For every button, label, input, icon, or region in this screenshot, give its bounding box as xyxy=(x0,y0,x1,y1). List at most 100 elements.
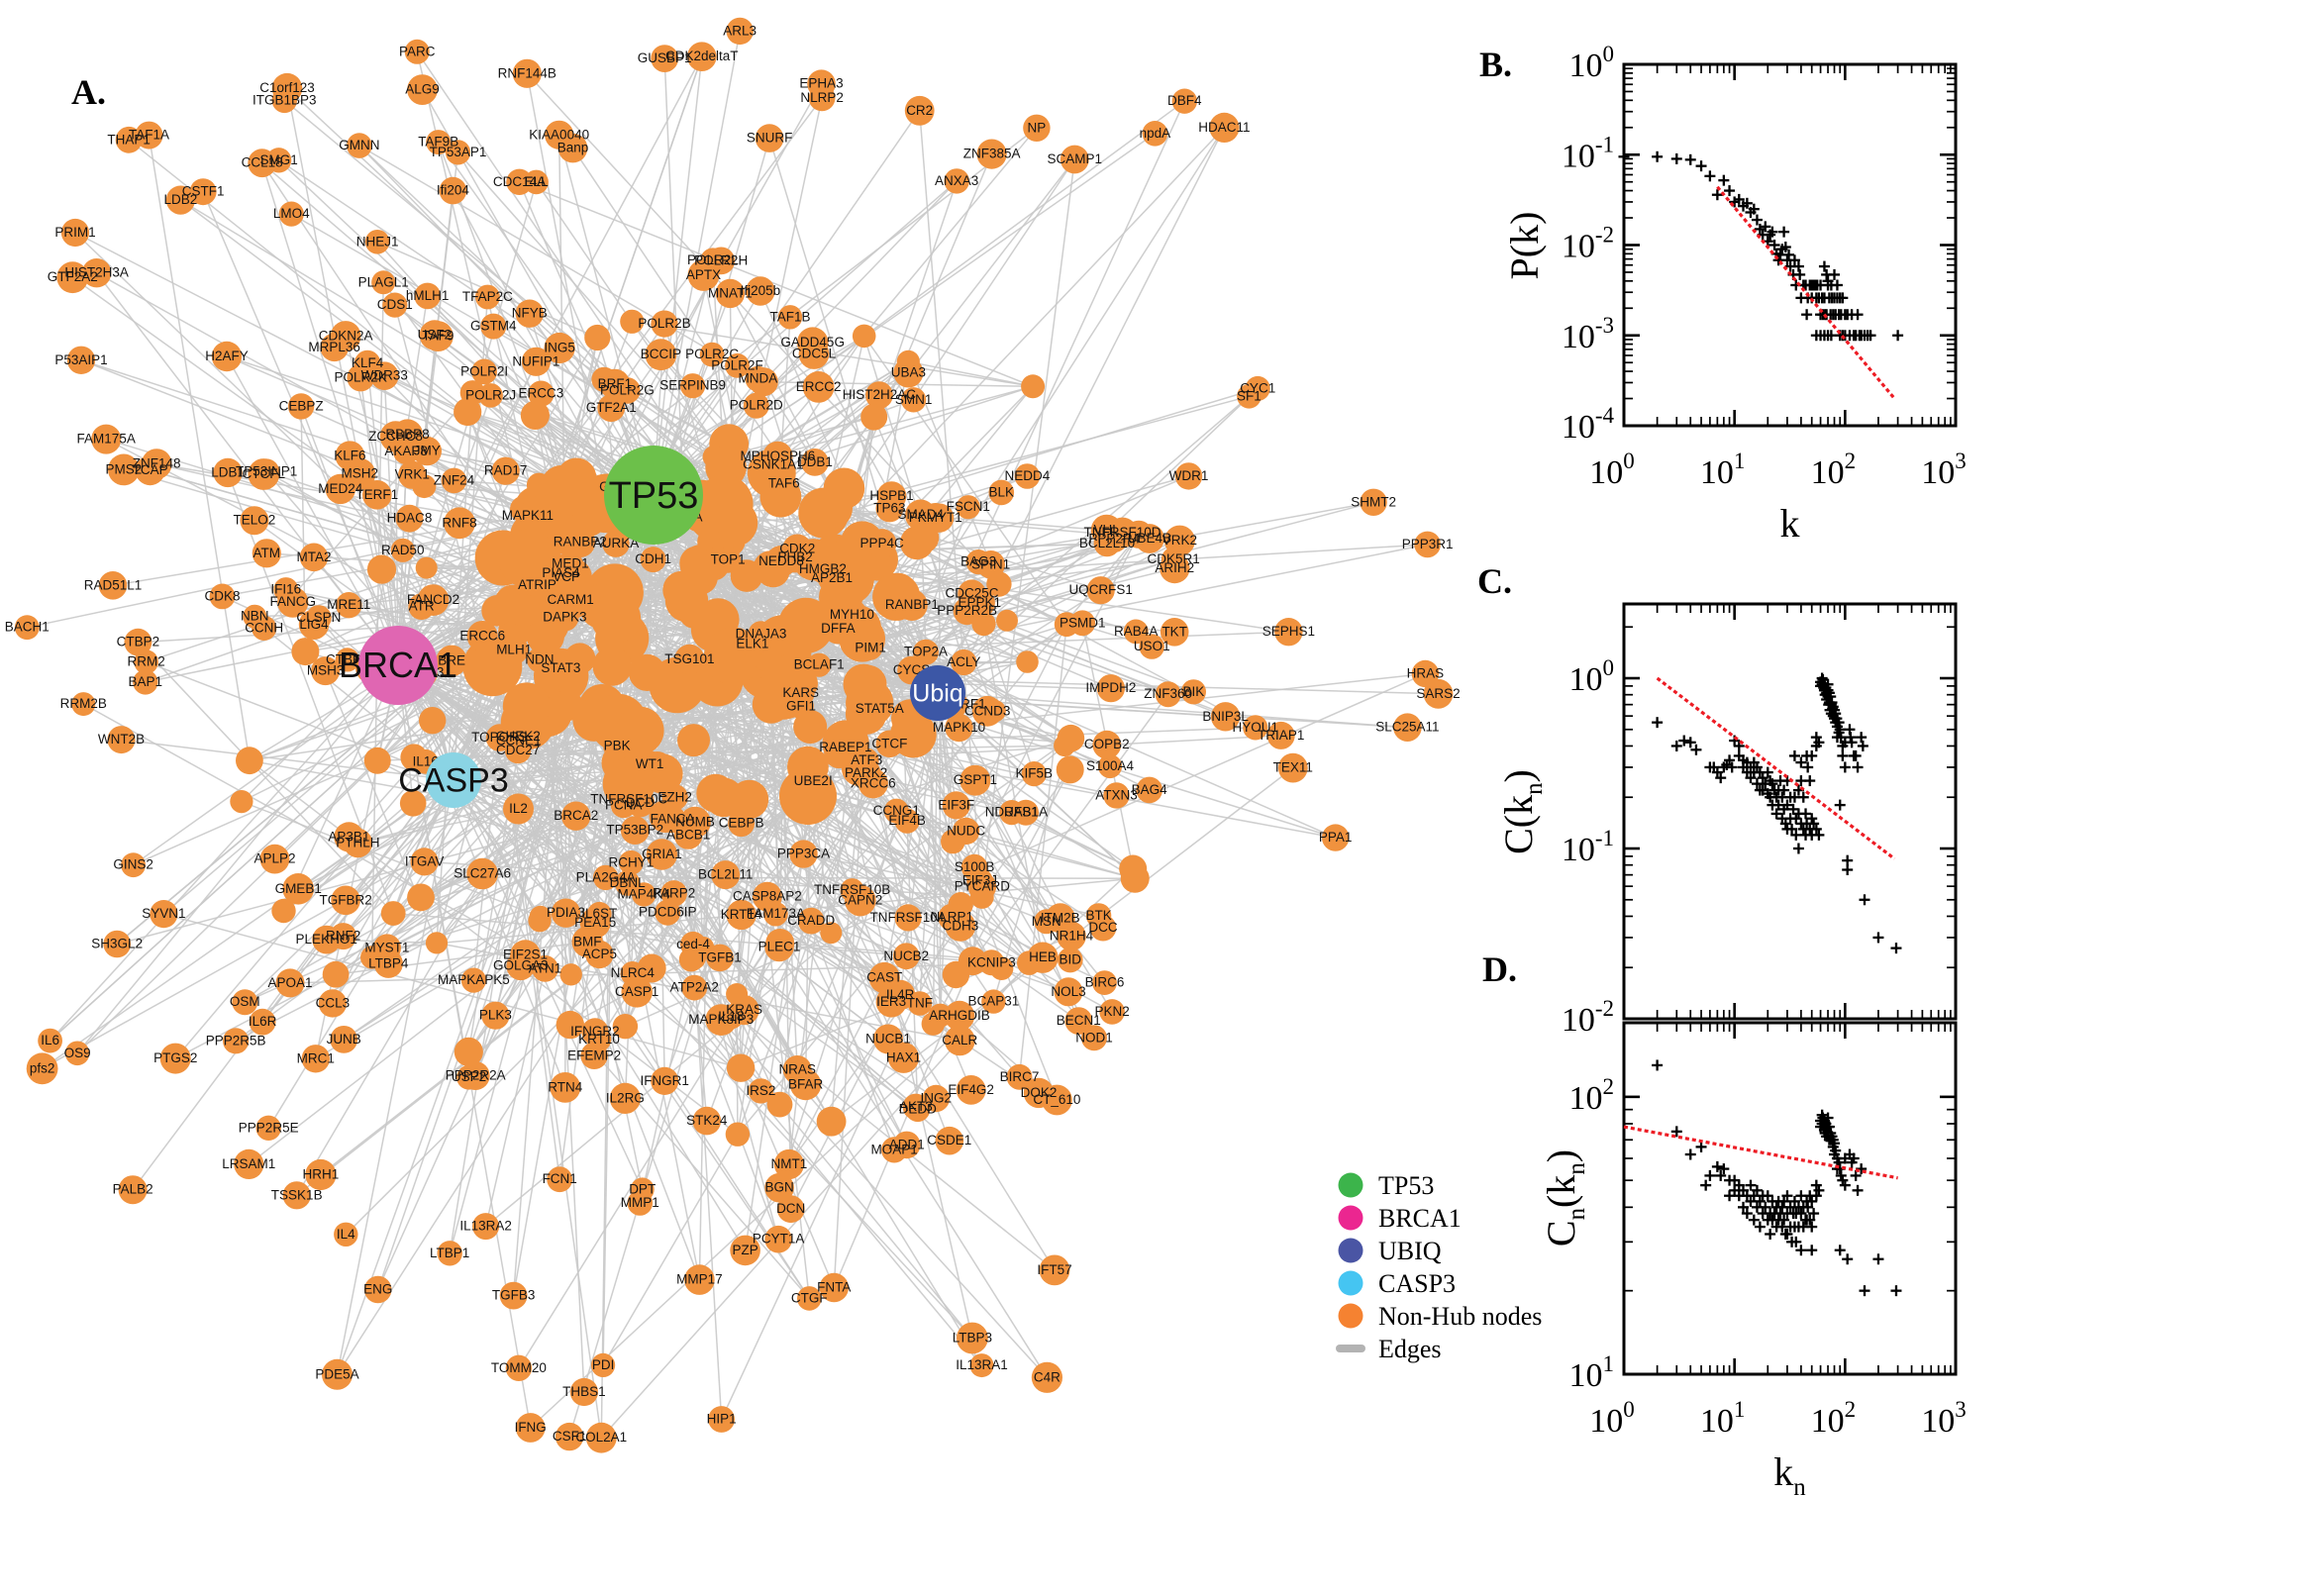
network-edge xyxy=(453,779,630,801)
network-node-label: POLR2D xyxy=(730,398,783,413)
network-node xyxy=(1322,824,1350,851)
network-node-label: FCN1 xyxy=(543,1171,577,1186)
legend-swatch-dot xyxy=(1338,1238,1364,1263)
network-node-label: CASP1 xyxy=(615,984,658,999)
network-node-label: ERCC6 xyxy=(459,629,505,644)
network-node xyxy=(944,1000,975,1032)
network-node xyxy=(499,636,529,665)
network-node xyxy=(460,967,486,993)
network-node-label: GFI1 xyxy=(786,698,816,713)
network-node xyxy=(1142,121,1168,147)
network-node xyxy=(715,547,742,573)
network-edge xyxy=(397,664,644,1190)
network-node xyxy=(1277,752,1308,783)
network-node-label: H2AFY xyxy=(205,349,249,363)
network-node-label: PDIA3 xyxy=(547,905,585,920)
network-node xyxy=(845,884,876,917)
network-node-label: CAST xyxy=(866,970,902,985)
network-edge xyxy=(602,1134,739,1366)
network-node-label: WNT2B xyxy=(98,732,145,747)
network-node-label: TOP1 xyxy=(711,552,746,567)
network-node-label: BIRC6 xyxy=(1085,975,1125,990)
network-node-label: DCD xyxy=(626,795,655,810)
network-node-label: APTX xyxy=(686,267,721,282)
network-node-label: GRIA1 xyxy=(642,847,682,861)
network-node xyxy=(655,899,681,926)
network-node xyxy=(255,1115,281,1142)
network-node xyxy=(544,332,575,364)
network-node xyxy=(415,556,438,579)
network-node-label: THBS1 xyxy=(562,1384,606,1399)
network-node-label: TGFB1 xyxy=(698,949,742,964)
network-node-label: RAD51L1 xyxy=(84,577,143,592)
network-node-label: THAP1 xyxy=(107,132,151,147)
network-node-label: TAF6 xyxy=(768,475,800,490)
network-node xyxy=(564,481,612,529)
network-node xyxy=(426,130,452,155)
network-edge xyxy=(397,664,761,1092)
network-node-label: NOD1 xyxy=(1075,1030,1113,1045)
network-node xyxy=(629,653,666,692)
network-node-label: NBN xyxy=(241,609,269,624)
legend-label: BRCA1 xyxy=(1378,1204,1462,1233)
network-node xyxy=(748,1078,774,1104)
network-edge xyxy=(982,623,1044,958)
network-node xyxy=(425,932,449,954)
network-node xyxy=(481,1001,510,1030)
network-node-label: IFNGR2 xyxy=(570,1024,620,1039)
scatter-points xyxy=(1652,672,1902,954)
network-node xyxy=(189,178,217,206)
network-node-label: TFAP2C xyxy=(462,289,513,304)
network-node xyxy=(798,487,850,539)
network-node xyxy=(532,955,558,982)
network-node-label: MSH2 xyxy=(342,466,379,481)
network-node-label: NMT1 xyxy=(771,1156,808,1171)
network-node xyxy=(942,960,970,989)
network-node xyxy=(581,1018,609,1046)
network-node xyxy=(1103,782,1130,809)
network-node xyxy=(1027,942,1059,973)
network-node xyxy=(625,788,656,818)
network-node-label: EPHA3 xyxy=(799,76,843,91)
network-node-label: GOLGA3 xyxy=(493,958,549,973)
network-node-label: ING5 xyxy=(544,341,575,355)
network-node-label: UBA3 xyxy=(891,364,926,379)
network-node xyxy=(165,185,195,215)
axis-ticks xyxy=(1622,62,1958,428)
legend-entry: UBIQ xyxy=(1338,1237,1442,1265)
legend-swatch-dot xyxy=(1338,1172,1364,1198)
y-tick-label: 10-2 xyxy=(1562,996,1614,1039)
network-node xyxy=(460,1061,490,1090)
network-node-label: P53AIP1 xyxy=(54,352,107,367)
hub-label-ubiq: Ubiq xyxy=(912,680,962,708)
network-node xyxy=(748,621,774,648)
network-node-label: HIST2H3A xyxy=(64,265,129,280)
network-node xyxy=(1096,674,1125,703)
network-node-label: GTF2A1 xyxy=(586,400,637,415)
network-node xyxy=(726,1053,756,1082)
network-edge xyxy=(863,335,1067,626)
network-node-label: GINS2 xyxy=(113,857,153,872)
network-node-label: WDR1 xyxy=(1169,468,1209,483)
network-node xyxy=(1081,1025,1107,1051)
network-node xyxy=(963,587,995,619)
network-node-label: STK24 xyxy=(686,1113,728,1128)
network-node-label: MAPK10 xyxy=(933,720,985,735)
network-node xyxy=(584,324,611,351)
network-node xyxy=(718,1004,744,1030)
network-node xyxy=(726,899,757,931)
network-node xyxy=(1054,977,1083,1007)
network-node-label: IL2RG xyxy=(606,1090,645,1105)
network-node-label: SMN1 xyxy=(895,392,933,407)
network-node xyxy=(892,1131,921,1159)
network-node-label: TAF1B xyxy=(769,309,810,324)
network-node xyxy=(760,452,786,477)
network-node xyxy=(1135,524,1164,553)
network-node-label: PCYT1A xyxy=(753,1232,805,1247)
network-node-label: CDC27 xyxy=(496,743,540,757)
network-node xyxy=(1064,1007,1093,1035)
network-node xyxy=(1057,724,1085,752)
network-node xyxy=(1243,715,1268,741)
network-node xyxy=(699,342,725,367)
